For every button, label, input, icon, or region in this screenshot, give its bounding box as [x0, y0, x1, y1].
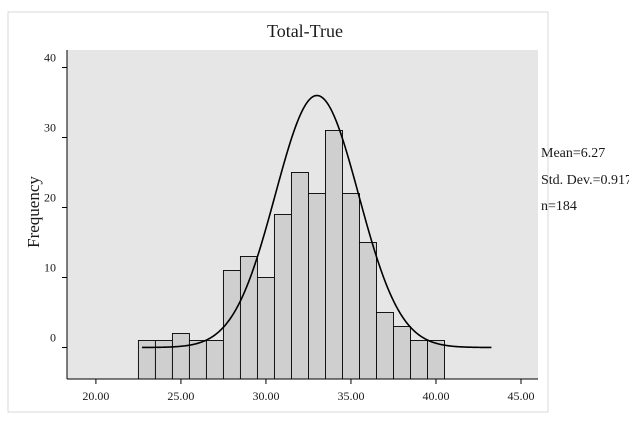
- histogram-bar: [342, 193, 360, 380]
- y-tick-label: 20: [44, 191, 56, 205]
- y-tick-label: 0: [50, 331, 56, 345]
- histogram-bar: [171, 333, 190, 380]
- histogram-bar: [256, 277, 275, 380]
- stat-n: n=184: [541, 199, 577, 214]
- y-tick-label: 10: [44, 261, 56, 275]
- histogram-bar: [376, 312, 394, 380]
- histogram-bar: [290, 172, 309, 380]
- histogram-bar: [188, 340, 207, 380]
- histogram-bar: [308, 193, 326, 380]
- histogram-bar: [205, 340, 224, 380]
- histogram-bar: [137, 340, 156, 380]
- histogram-bar: [273, 214, 292, 380]
- x-tick-label: 45.00: [507, 389, 534, 403]
- histogram-bar: [359, 242, 377, 380]
- histogram-bar: [393, 326, 411, 380]
- y-tick-label: 30: [44, 121, 56, 135]
- axes-layer: 20.00 25.00 30.00 35.00 40.00 45.00 0 10 20 30 40: [44, 50, 538, 403]
- x-tick-label: 25.00: [167, 389, 194, 403]
- stat-mean: Mean=6.27: [541, 146, 605, 161]
- y-tick-label: 40: [44, 51, 56, 65]
- chart-title: Total-True: [267, 21, 343, 41]
- stat-std-dev: Std. Dev.=0.917: [541, 173, 629, 188]
- x-tick-label: 20.00: [82, 389, 109, 403]
- histogram-bar: [410, 340, 428, 380]
- histogram-bar: [427, 340, 445, 380]
- x-tick-label: 30.00: [252, 389, 279, 403]
- y-axis-label: Frequency: [24, 176, 43, 248]
- normal-curve: [141, 94, 492, 349]
- histogram-bar: [325, 130, 343, 380]
- histogram-bar: [239, 256, 258, 380]
- x-tick-label: 35.00: [337, 389, 364, 403]
- bars-layer: [137, 130, 445, 380]
- x-tick-label: 40.00: [422, 389, 449, 403]
